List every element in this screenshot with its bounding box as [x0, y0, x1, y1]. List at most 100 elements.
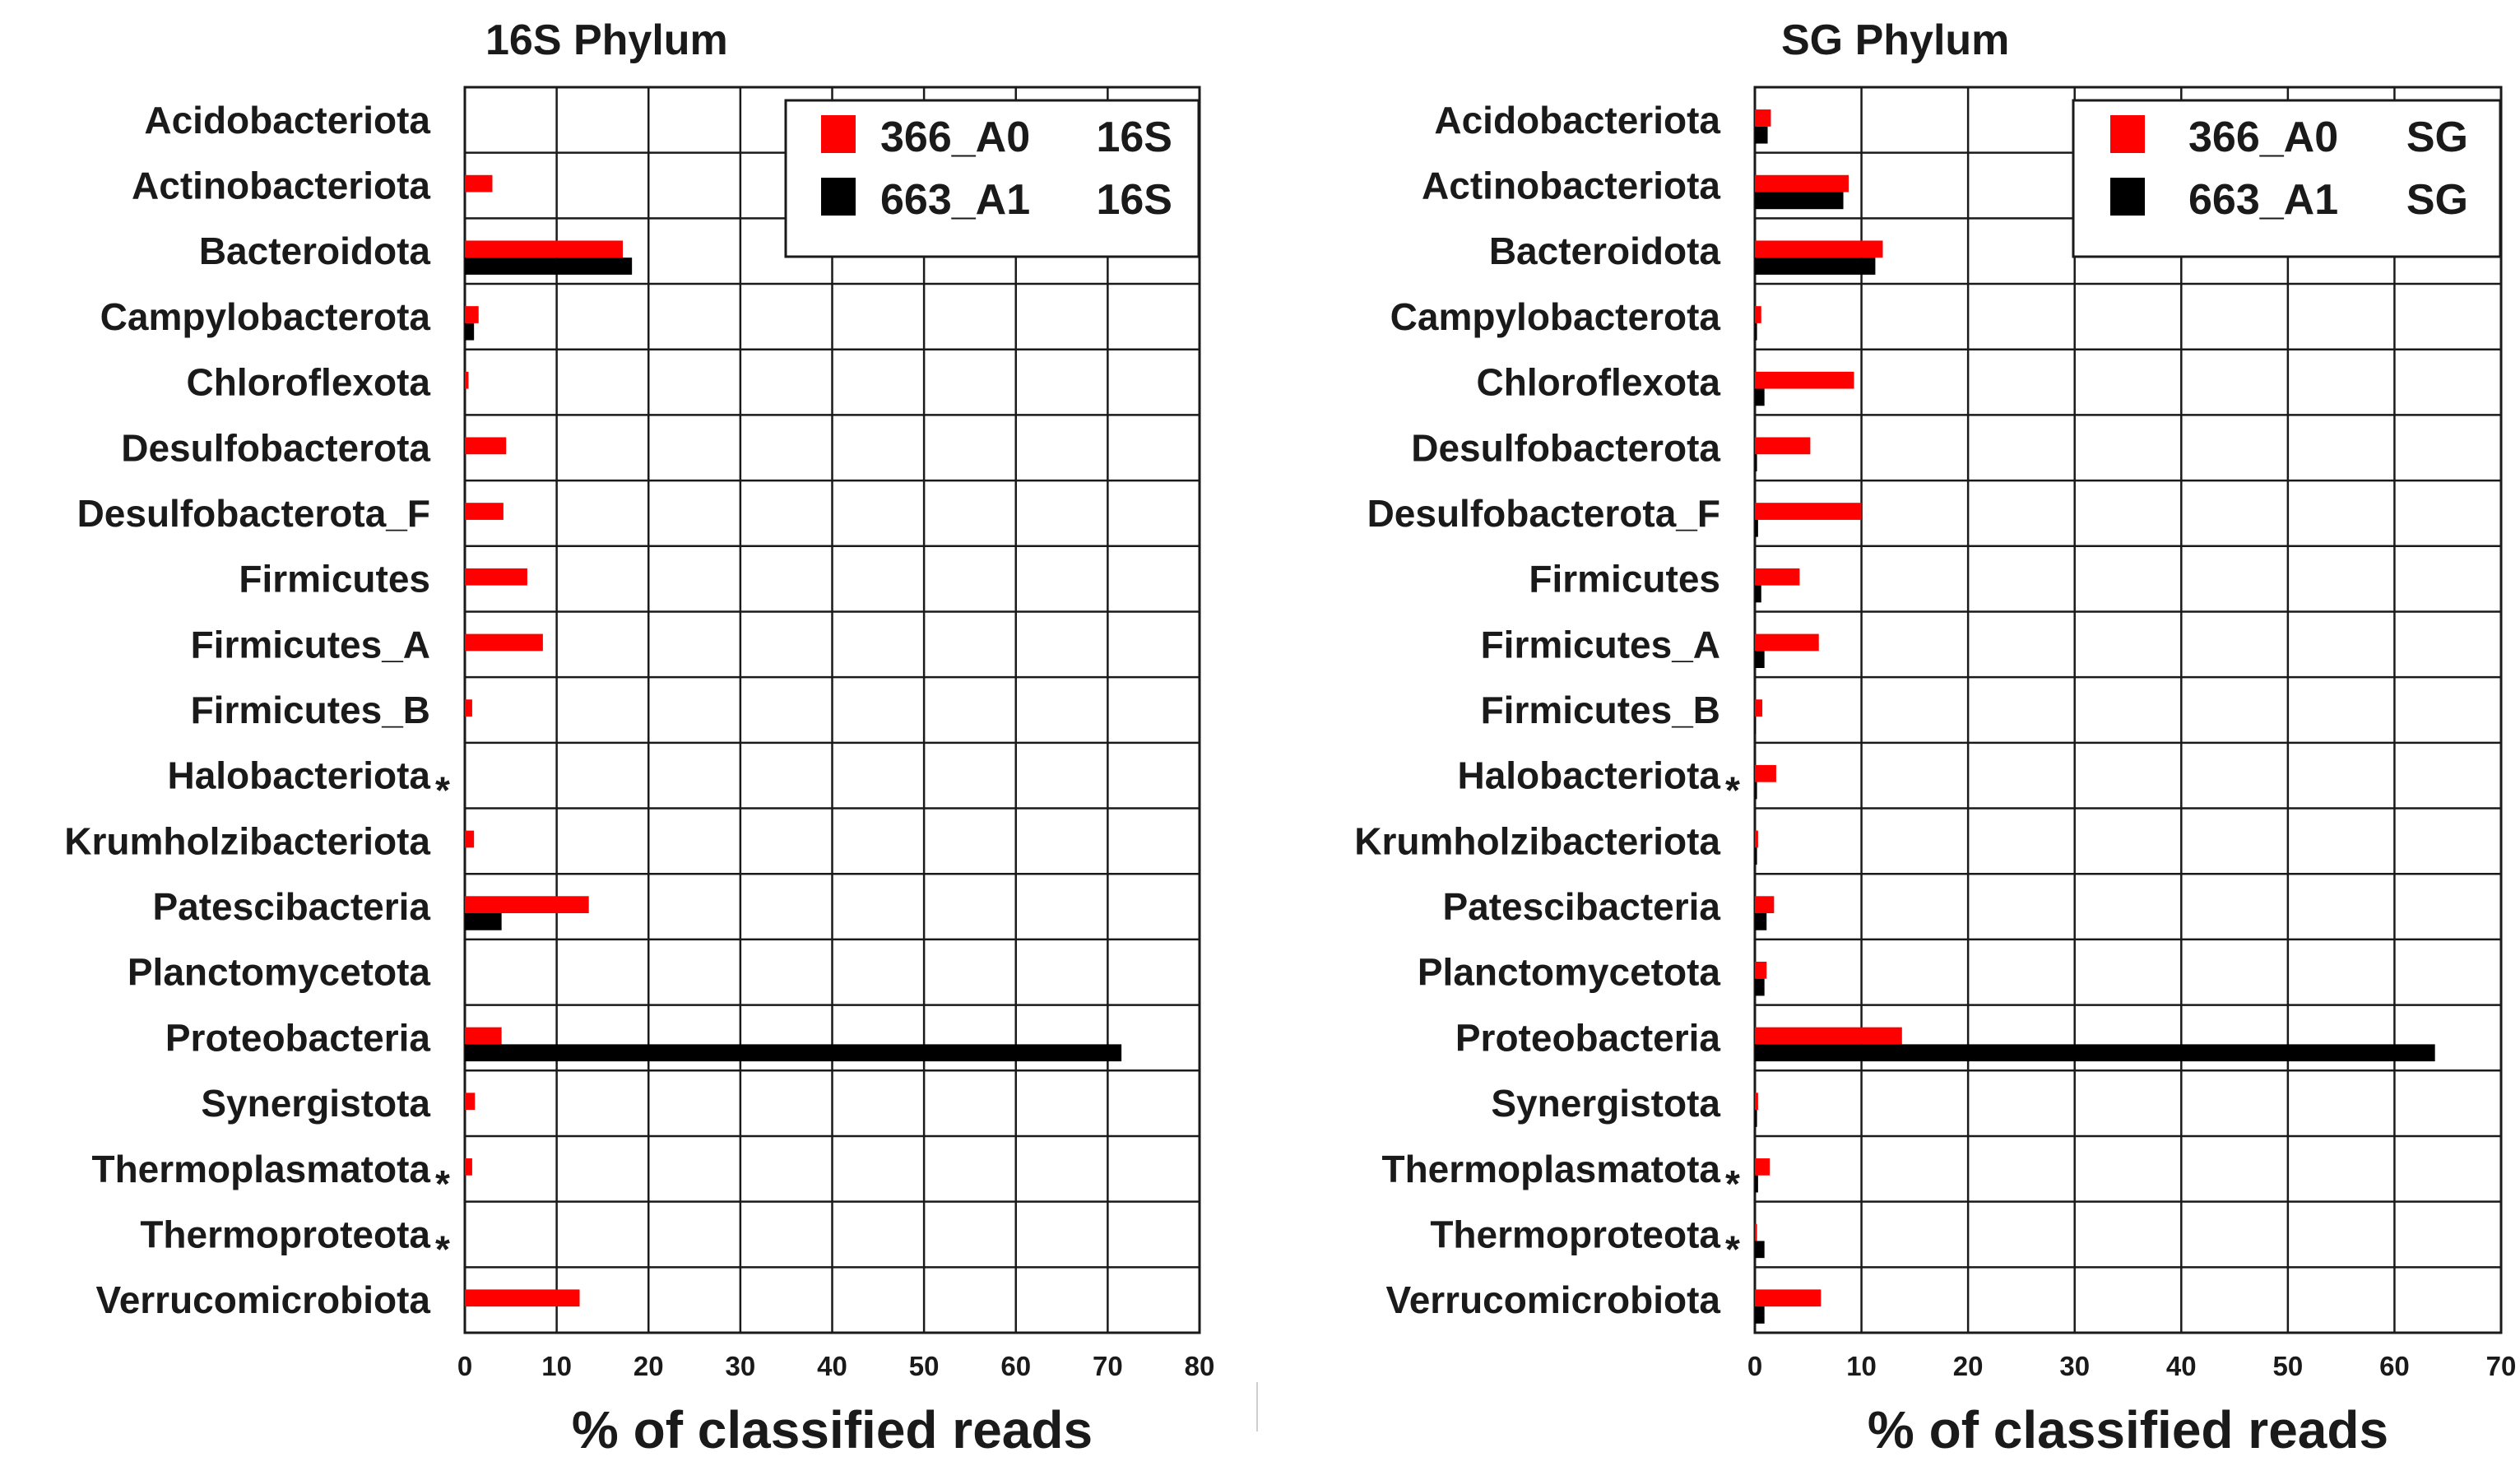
- bar-663-a1-firmicutes-a: [1755, 651, 1765, 669]
- bar-663-a1-bacteroidota: [1755, 257, 1876, 275]
- category-label-firmicutes: Firmicutes: [1529, 558, 1720, 601]
- category-label-verrucomicrobiota: Verrucomicrobiota: [1386, 1278, 1721, 1321]
- category-label-verrucomicrobiota: Verrucomicrobiota: [96, 1278, 431, 1321]
- tick-label-x-50: 50: [909, 1351, 940, 1381]
- category-label-actinobacteriota: Actinobacteriota: [1422, 165, 1720, 207]
- category-label-chloroflexota: Chloroflexota: [1477, 361, 1721, 404]
- bar-366-a0-desulfobacterota: [465, 437, 507, 455]
- category-label-campylobacterota: Campylobacterota: [100, 295, 431, 338]
- bar-366-a0-verrucomicrobiota: [1755, 1289, 1822, 1307]
- category-label-bacteroidota: Bacteroidota: [1489, 230, 1721, 272]
- category-label-krumholzibacteriota: Krumholzibacteriota: [64, 819, 430, 862]
- tick-label-x-20: 20: [1953, 1351, 1984, 1381]
- bar-366-a0-bacteroidota: [465, 240, 623, 258]
- category-label-firmicutes-b: Firmicutes_B: [191, 689, 430, 731]
- category-label-chloroflexota: Chloroflexota: [187, 361, 431, 404]
- category-label-desulfobacterota-f: Desulfobacterota_F: [77, 492, 430, 535]
- bar-366-a0-proteobacteria: [465, 1027, 502, 1045]
- bar-663-a1-actinobacteriota: [1755, 192, 1844, 210]
- chart-title-sg: SG Phylum: [1781, 16, 2009, 64]
- legend-label-663-a1: 663_A1: [880, 176, 1030, 224]
- category-label-thermoproteota: Thermoproteota: [140, 1213, 430, 1255]
- bar-366-a0-firmicutes: [465, 568, 527, 586]
- bar-663-a1-patescibacteria: [465, 913, 502, 930]
- bar-366-a0-bacteroidota: [1755, 240, 1883, 258]
- legend-label-366-a0: 366_A0: [880, 114, 1030, 161]
- category-label-firmicutes-a: Firmicutes_A: [1481, 623, 1720, 666]
- legend-swatch-663-a1: [821, 178, 856, 216]
- category-label-bacteroidota: Bacteroidota: [199, 230, 431, 272]
- bar-663-a1-bacteroidota: [465, 257, 633, 275]
- bar-663-a1-chloroflexota: [1755, 388, 1765, 406]
- tick-label-x-30: 30: [2059, 1351, 2090, 1381]
- bar-663-a1-proteobacteria: [465, 1044, 1122, 1062]
- category-label-krumholzibacteriota: Krumholzibacteriota: [1354, 819, 1720, 862]
- bar-663-a1-desulfobacterota-f: [1755, 519, 1758, 537]
- tick-label-x-60: 60: [2379, 1351, 2410, 1381]
- category-marker-thermoplasmatota: *: [435, 1162, 450, 1205]
- bar-366-a0-patescibacteria: [465, 896, 589, 914]
- bar-663-a1-thermoproteota: [1755, 1241, 1765, 1259]
- bar-366-a0-campylobacterota: [465, 306, 479, 323]
- bar-366-a0-proteobacteria: [1755, 1027, 1902, 1045]
- tick-label-x-70: 70: [2486, 1351, 2517, 1381]
- tick-label-x-10: 10: [541, 1351, 572, 1381]
- tick-label-x-0: 0: [457, 1351, 472, 1381]
- bar-366-a0-chloroflexota: [1755, 371, 1854, 389]
- tick-label-x-60: 60: [1000, 1351, 1031, 1381]
- bar-366-a0-actinobacteriota: [1755, 174, 1849, 193]
- bar-663-a1-synergistota: [1755, 1110, 1757, 1127]
- bar-366-a0-halobacteriota: [1755, 764, 1776, 782]
- bar-663-a1-verrucomicrobiota: [1755, 1306, 1765, 1324]
- tick-label-x-20: 20: [633, 1351, 664, 1381]
- bar-663-a1-firmicutes: [1755, 585, 1761, 603]
- tick-label-x-50: 50: [2272, 1351, 2303, 1381]
- bar-366-a0-chloroflexota: [465, 371, 469, 389]
- bar-663-a1-acidobacteriota: [1755, 126, 1768, 144]
- tick-label-x-40: 40: [2166, 1351, 2197, 1381]
- legend-tag-366-a0: 16S: [1096, 114, 1172, 161]
- category-marker-thermoplasmatota: *: [1725, 1162, 1740, 1205]
- category-label-campylobacterota: Campylobacterota: [1390, 295, 1721, 338]
- bar-663-a1-campylobacterota: [465, 322, 475, 341]
- category-label-firmicutes: Firmicutes: [239, 558, 430, 601]
- legend-16s: 366_A0 16S 663_A1 16S: [784, 99, 1200, 258]
- category-label-thermoplasmatota: Thermoplasmatota: [91, 1148, 430, 1190]
- bar-366-a0-synergistota: [1755, 1093, 1758, 1111]
- legend-swatch-663-a1: [2110, 178, 2145, 216]
- category-label-actinobacteriota: Actinobacteriota: [132, 165, 430, 207]
- legend-tag-663-a1: 16S: [1096, 176, 1172, 224]
- category-label-desulfobacterota: Desulfobacterota: [1411, 426, 1720, 469]
- bar-366-a0-firmicutes-a: [1755, 633, 1819, 652]
- category-label-firmicutes-a: Firmicutes_A: [191, 623, 430, 666]
- bar-366-a0-firmicutes-a: [465, 633, 543, 652]
- tick-label-x-40: 40: [817, 1351, 847, 1381]
- bar-366-a0-campylobacterota: [1755, 306, 1761, 323]
- tick-label-x-10: 10: [1846, 1351, 1877, 1381]
- category-label-proteobacteria: Proteobacteria: [1455, 1016, 1721, 1059]
- x-axis-label-sg: % of classified reads: [1868, 1400, 2388, 1459]
- category-label-desulfobacterota-f: Desulfobacterota_F: [1367, 492, 1720, 535]
- category-marker-halobacteriota: *: [435, 769, 450, 812]
- bar-366-a0-verrucomicrobiota: [465, 1289, 580, 1307]
- bar-366-a0-desulfobacterota: [1755, 437, 1811, 455]
- tick-label-x-30: 30: [726, 1351, 756, 1381]
- category-label-thermoproteota: Thermoproteota: [1430, 1213, 1720, 1255]
- legend-tag-663-a1: SG: [2406, 176, 2468, 224]
- bar-366-a0-krumholzibacteriota: [465, 830, 475, 848]
- bar-366-a0-firmicutes-b: [1755, 699, 1763, 717]
- category-label-thermoplasmatota: Thermoplasmatota: [1381, 1148, 1720, 1190]
- category-label-halobacteriota: Halobacteriota: [1457, 754, 1720, 797]
- bar-366-a0-firmicutes-b: [465, 699, 472, 717]
- chart-panel-16s: 16S Phylum Acidobacteriota Actinobacteriot…: [64, 16, 1214, 1459]
- bar-663-a1-halobacteriota: [1755, 782, 1757, 800]
- tick-label-x-70: 70: [1093, 1351, 1123, 1381]
- bar-366-a0-thermoproteota: [1755, 1223, 1757, 1241]
- category-label-planctomycetota: Planctomycetota: [1418, 951, 1721, 994]
- category-label-acidobacteriota: Acidobacteriota: [1434, 99, 1720, 142]
- bar-663-a1-planctomycetota: [1755, 978, 1765, 996]
- bar-366-a0-firmicutes: [1755, 568, 1800, 586]
- legend-tag-366-a0: SG: [2406, 114, 2468, 161]
- legend-swatch-366-a0: [821, 115, 856, 153]
